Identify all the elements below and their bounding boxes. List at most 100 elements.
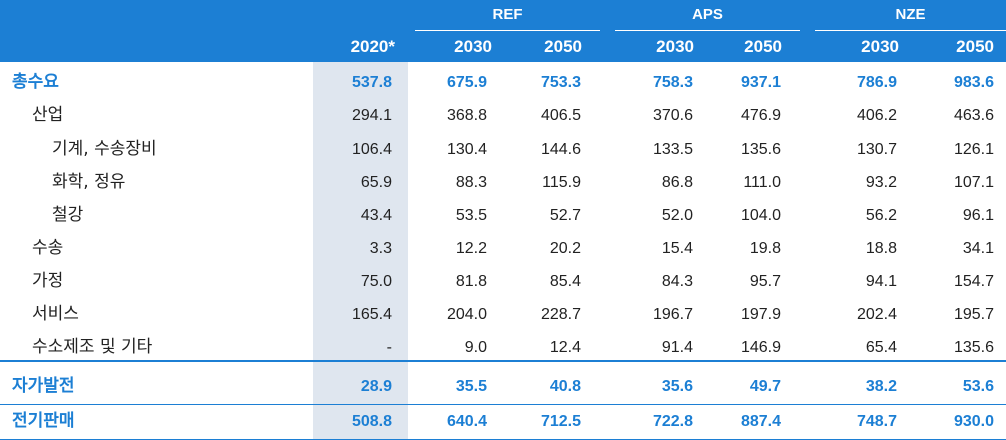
table-cell: 35.5 [455, 378, 487, 395]
table-cell: 12.4 [549, 339, 581, 356]
group-nze: NZE [895, 6, 926, 23]
table-cell: 406.5 [540, 107, 581, 124]
table-cell: 758.3 [652, 74, 693, 91]
table-cell: 91.4 [661, 339, 693, 356]
row-label: 총수요 [12, 72, 59, 92]
table-cell: 537.8 [351, 74, 392, 91]
year-ref-2030: 2030 [454, 37, 492, 56]
table-cell: 40.8 [549, 378, 581, 395]
table-cell: 53.5 [455, 207, 487, 224]
row-label: 전기판매 [12, 411, 75, 431]
table-cell: 94.1 [865, 273, 897, 290]
table-cell: 85.4 [549, 273, 581, 290]
table-cell: 165.4 [351, 306, 392, 323]
table-cell: 111.0 [743, 174, 781, 191]
table-cell: 133.5 [652, 141, 693, 158]
table-row: 총수요 537.8 675.9 753.3 758.3 937.1 786.9 983.6 [0, 66, 1006, 99]
table-cell: 144.6 [540, 141, 581, 158]
row-label: 기계, 수송장비 [52, 139, 157, 159]
table-cell: 28.9 [360, 378, 392, 395]
group-aps: APS [692, 6, 723, 23]
table-cell: 146.9 [740, 339, 781, 356]
table-cell: 84.3 [661, 273, 693, 290]
table-cell: 406.2 [856, 107, 897, 124]
table-cell: 65.9 [360, 174, 392, 191]
table-cell: 52.7 [549, 207, 581, 224]
table-cell: 126.1 [953, 141, 994, 158]
table-row: 기계, 수송장비 106.4 130.4 144.6 133.5 135.6 130.7 12… [0, 133, 1006, 166]
group-aps-underline [615, 30, 800, 31]
table-cell: 887.4 [740, 413, 781, 430]
table-cell: 18.8 [865, 240, 897, 257]
row-label: 가정 [32, 271, 64, 291]
table-cell: 983.6 [953, 74, 994, 91]
year-2020: 2020* [350, 37, 395, 56]
table-cell: 38.2 [865, 378, 897, 395]
table-cell: 75.0 [360, 273, 392, 290]
table-cell: 130.4 [446, 141, 487, 158]
table-cell: 15.4 [661, 240, 693, 257]
table-cell: 104.0 [740, 207, 781, 224]
group-ref-underline [415, 30, 600, 31]
table-cell: 722.8 [652, 413, 693, 430]
row-label: 화학, 정유 [52, 172, 126, 192]
table-cell: 65.4 [865, 339, 897, 356]
table-header: REF APS NZE 2020* 2030 2050 2030 2050 20… [0, 0, 1006, 62]
table-cell: 228.7 [540, 306, 581, 323]
table-cell: 196.7 [652, 306, 693, 323]
table-cell: 748.7 [856, 413, 897, 430]
year-aps-2030: 2030 [656, 37, 694, 56]
table-cell: 35.6 [661, 378, 693, 395]
table-cell: 476.9 [740, 107, 781, 124]
row-label: 자가발전 [12, 376, 75, 396]
table-cell: 712.5 [540, 413, 581, 430]
table-cell: 53.6 [962, 378, 994, 395]
table-cell: 130.7 [856, 141, 897, 158]
table-cell: 640.4 [446, 413, 487, 430]
table-row: 수송 3.3 12.2 20.2 15.4 19.8 18.8 34.1 [0, 232, 1006, 265]
table-row: 철강 43.4 53.5 52.7 52.0 104.0 56.2 96.1 [0, 199, 1006, 232]
table-cell: 93.2 [865, 174, 897, 191]
table-cell: 95.7 [749, 273, 781, 290]
table-cell: 49.7 [749, 378, 781, 395]
table-cell: 930.0 [953, 413, 994, 430]
section-divider [0, 360, 1006, 362]
table-cell: 56.2 [865, 207, 897, 224]
table-row: 산업 294.1 368.8 406.5 370.6 476.9 406.2 463.6 [0, 99, 1006, 132]
table-cell: 294.1 [351, 107, 392, 124]
table-cell: 86.8 [661, 174, 693, 191]
row-divider [0, 404, 1006, 405]
year-ref-2050: 2050 [544, 37, 582, 56]
table-cell: 154.7 [953, 273, 994, 290]
table-cell: - [386, 339, 392, 356]
table-cell: 195.7 [953, 306, 994, 323]
table-row: 가정 75.0 81.8 85.4 84.3 95.7 94.1 154.7 [0, 265, 1006, 298]
table-cell: 34.1 [962, 240, 994, 257]
table-row: 서비스 165.4 204.0 228.7 196.7 197.9 202.4 195.7 [0, 298, 1006, 331]
year-aps-2050: 2050 [744, 37, 782, 56]
table-cell: 937.1 [740, 74, 781, 91]
row-label: 철강 [52, 205, 84, 225]
table-cell: 675.9 [446, 74, 487, 91]
table-cell: 20.2 [549, 240, 581, 257]
table-row: 화학, 정유 65.9 88.3 115.9 86.8 111.0 93.2 107.1 [0, 166, 1006, 199]
table-cell: 81.8 [455, 273, 487, 290]
table-cell: 508.8 [351, 413, 392, 430]
row-label: 서비스 [32, 304, 79, 324]
table-cell: 9.0 [464, 339, 487, 356]
table-cell: 52.0 [661, 207, 693, 224]
table-cell: 753.3 [540, 74, 581, 91]
table-cell: 202.4 [856, 306, 897, 323]
row-label: 수소제조 및 기타 [32, 337, 153, 357]
table-row: 수소제조 및 기타 - 9.0 12.4 91.4 146.9 65.4 135.6 [0, 331, 1006, 364]
table-cell: 786.9 [856, 74, 897, 91]
table-cell: 88.3 [455, 174, 487, 191]
table-cell: 12.2 [455, 240, 487, 257]
table-cell: 19.8 [749, 240, 781, 257]
table-cell: 135.6 [953, 339, 994, 356]
row-label: 수송 [32, 238, 64, 258]
base-year-column-shade [313, 62, 408, 440]
table-cell: 106.4 [351, 141, 392, 158]
table-cell: 3.3 [369, 240, 392, 257]
